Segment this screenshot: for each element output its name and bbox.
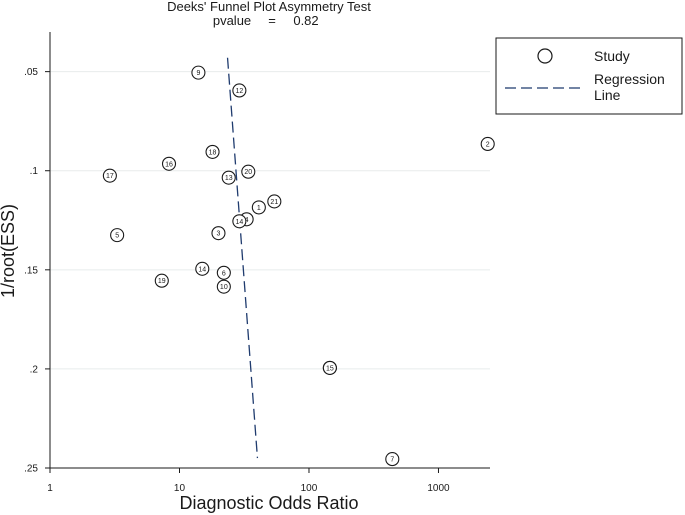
study-points: 9122181620171321141435146191011157 xyxy=(102,65,495,467)
study-point-2-2: 2 xyxy=(480,136,495,152)
y-tick-label-1: .1 xyxy=(30,166,39,177)
chart-title: Deeks' Funnel Plot Asymmetry Test xyxy=(167,0,371,14)
study-marker-2 xyxy=(480,136,495,152)
study-point-5-13: 5 xyxy=(110,228,125,243)
regression-line-group xyxy=(226,57,259,459)
study-label-16: 19 xyxy=(158,278,166,285)
study-point-10-17: 10 xyxy=(216,279,231,294)
study-marker-15 xyxy=(216,265,231,280)
study-marker-9 xyxy=(251,200,266,215)
subtitle-equals: = xyxy=(268,13,276,28)
study-marker-13 xyxy=(110,228,125,243)
study-point-13-7: 13 xyxy=(221,170,236,185)
legend: Study Regression Line xyxy=(495,37,683,115)
study-label-8: 21 xyxy=(270,199,278,206)
x-tick-label-3: 1000 xyxy=(427,483,450,494)
study-marker-19 xyxy=(322,360,337,375)
pvalue-value: 0.82 xyxy=(293,13,318,28)
study-label-6: 17 xyxy=(106,173,114,180)
study-marker-6 xyxy=(102,168,117,183)
legend-regression-label-line1: Regression xyxy=(594,71,665,87)
study-marker-12 xyxy=(211,226,226,241)
axes xyxy=(45,32,490,473)
study-label-5: 20 xyxy=(244,169,252,176)
y-tick-label-4: .25 xyxy=(24,464,38,475)
study-label-10: 4 xyxy=(245,217,249,224)
study-label-1: 12 xyxy=(235,88,243,95)
study-label-20: 7 xyxy=(390,457,394,464)
study-point-14-14: 14 xyxy=(195,261,210,276)
x-tick-label-2: 100 xyxy=(301,483,318,494)
x-axis-title: Diagnostic Odds Ratio xyxy=(179,493,358,513)
study-point-9-0: 9 xyxy=(191,65,206,80)
study-marker-5 xyxy=(241,164,256,179)
study-point-18-3: 18 xyxy=(205,144,220,159)
study-label-13: 5 xyxy=(115,233,119,240)
study-marker-11 xyxy=(232,214,247,229)
y-tick-label-3: .2 xyxy=(30,364,39,375)
study-point-6-15: 6 xyxy=(216,265,231,280)
study-marker-3 xyxy=(205,144,220,159)
x-tick-label-1: 10 xyxy=(174,483,186,494)
regression-line xyxy=(226,57,259,459)
tick-labels: .05 .1 .15 .2 .25 1 10 100 1000 xyxy=(24,67,450,494)
study-label-14: 14 xyxy=(198,266,206,273)
study-label-11: 14 xyxy=(235,219,243,226)
study-point-12-1: 12 xyxy=(232,83,247,98)
study-label-4: 16 xyxy=(165,161,173,168)
study-point-1-9: 1 xyxy=(251,200,266,215)
study-point-21-8: 21 xyxy=(267,194,282,209)
study-label-17: 10 xyxy=(220,284,228,291)
study-marker-20 xyxy=(385,452,400,467)
y-tick-label-0: .05 xyxy=(24,67,38,78)
study-marker-14 xyxy=(195,261,210,276)
legend-box xyxy=(495,37,683,115)
study-label-15: 6 xyxy=(222,270,226,277)
study-marker-16 xyxy=(154,273,169,288)
study-marker-17 xyxy=(216,279,231,294)
study-marker-8 xyxy=(267,194,282,209)
study-marker-7 xyxy=(221,170,236,185)
legend-study-label: Study xyxy=(594,48,630,64)
study-point-20-5: 20 xyxy=(241,164,256,179)
study-point-3-12: 3 xyxy=(211,226,226,241)
study-point-17-6: 17 xyxy=(102,168,117,183)
study-point-19-16: 19 xyxy=(154,273,169,288)
subtitle-label: pvalue xyxy=(213,13,251,28)
legend-regression-label-line2: Line xyxy=(594,87,621,103)
study-point-14-11: 14 xyxy=(232,214,247,229)
study-label-12: 3 xyxy=(217,231,221,238)
study-point-15-19: 15 xyxy=(322,360,337,375)
study-label-19: 15 xyxy=(326,365,334,372)
study-label-2: 2 xyxy=(486,141,490,148)
x-tick-label-0: 1 xyxy=(47,483,53,494)
y-axis-title: 1/root(ESS) xyxy=(0,204,18,298)
study-label-0: 9 xyxy=(196,70,200,77)
study-label-7: 13 xyxy=(225,175,233,182)
gridlines xyxy=(50,71,490,469)
study-point-16-4: 16 xyxy=(161,156,177,171)
study-marker-4 xyxy=(161,156,177,171)
study-marker-1 xyxy=(232,83,247,98)
study-marker-0 xyxy=(191,65,206,80)
study-label-3: 18 xyxy=(209,149,217,156)
study-label-9: 1 xyxy=(257,205,261,212)
study-point-7-20: 7 xyxy=(385,452,400,467)
y-tick-label-2: .15 xyxy=(24,265,38,276)
legend-study-marker xyxy=(537,48,553,64)
